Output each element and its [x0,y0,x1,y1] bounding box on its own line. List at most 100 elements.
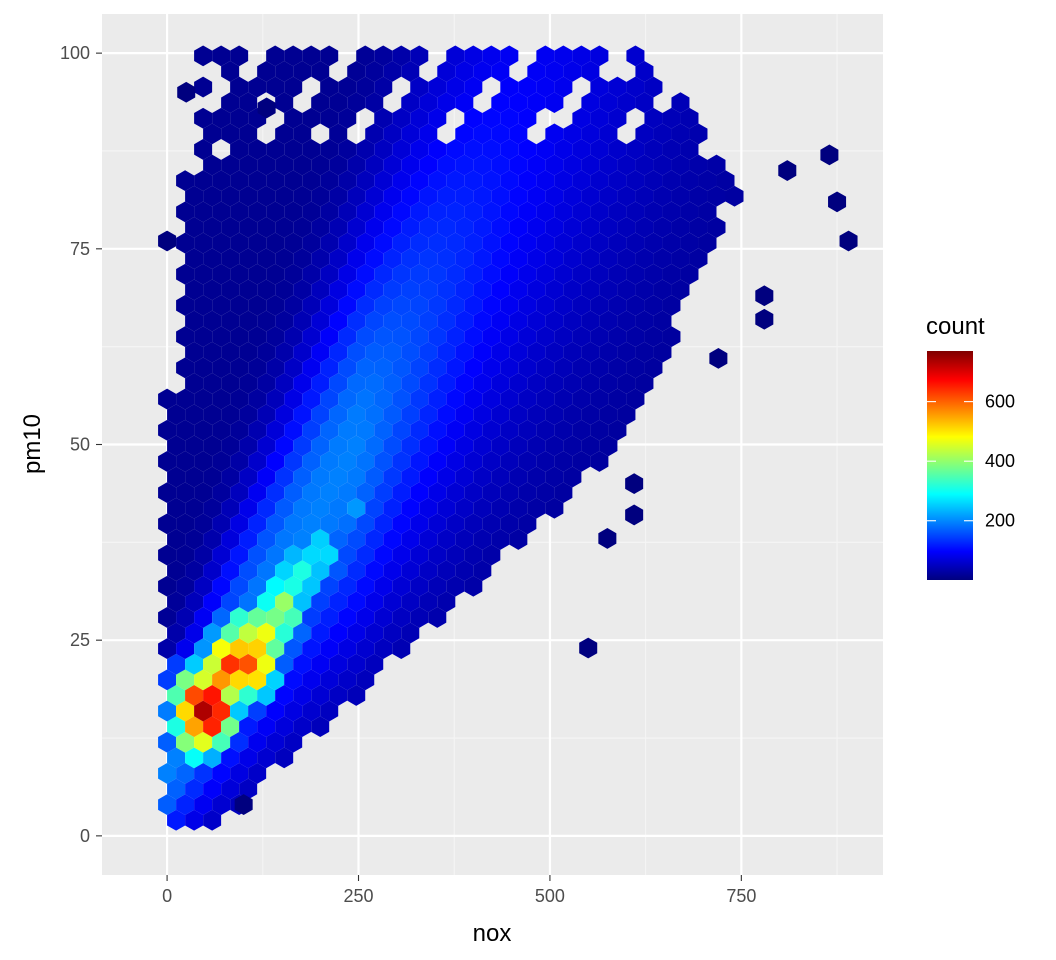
hexbin-cell [356,451,375,472]
hexbin-cell [239,248,258,270]
hexbin-cell [599,310,618,332]
hexbin-cell [257,154,276,176]
hexbin-cell [257,466,276,488]
hexbin-cell [392,544,411,566]
hexbin-cell [572,232,591,254]
hexbin-cell [428,76,447,98]
hexbin-cell [329,154,348,176]
y-tick-label: 25 [70,630,90,650]
hexbin-cell [662,326,681,348]
hexbin-cell [518,326,537,348]
hexbin-cell [212,45,231,67]
hexbin-cell [185,529,204,550]
hexbin-cell [608,388,627,410]
legend-tick-label: 400 [985,451,1015,471]
hexbin-cell [392,232,411,254]
hexbin-cell [599,373,618,394]
hexbin-cell [221,466,240,488]
hexbin-cell [590,232,609,254]
hexbin-cell [581,61,600,82]
hexbin-cell [473,341,492,363]
hexbin-cell [248,326,267,348]
hexbin-cell [410,170,429,192]
hexbin-cell [536,326,555,348]
hexbin-cell [266,201,285,223]
hexbin-cell [563,466,582,488]
hexbin-cell [509,185,528,207]
hexbin-cell [239,622,258,644]
hexbin-cell [491,123,510,145]
hexbin-cell [311,560,330,582]
hexbin-cell [563,341,582,363]
legend-title: count [926,313,985,340]
hexbin-cell [320,107,339,129]
hexbin-cell [257,185,276,207]
hexbin-cell [230,139,249,160]
hexbin-cell [347,497,366,519]
hexbin-cell [401,466,420,488]
hexbin-cell [410,544,429,566]
hexbin-cell [527,341,546,363]
hexbin-cell [428,451,447,472]
hexbin-cell [275,435,294,457]
hexbin-cell [338,575,357,597]
hexbin-cell [662,201,681,223]
hexbin-cell [581,310,600,332]
hexbin-layer [158,45,858,831]
hexbin-cell [590,76,609,98]
hexbin-cell [302,638,321,660]
hexbin-cell [500,513,519,535]
hexbin-cell [599,217,618,238]
hexbin-cell [329,373,348,394]
hexbin-cell [374,451,393,472]
hexbin-cell [239,653,258,675]
hexbin-cell [518,107,537,129]
hexbin-cell [428,388,447,410]
hexbin-cell [284,419,303,441]
hexbin-cell [590,419,609,441]
hexbin-cell [230,76,249,98]
hexbin-cell [347,653,366,675]
hexbin-cell [635,341,654,363]
hexbin-cell [464,139,483,160]
hexbin-cell [473,61,492,82]
hexbin-cell [446,139,465,160]
hexbin-cell [302,700,321,722]
hexbin-cell [518,232,537,254]
hexbin-cell [410,482,429,504]
hexbin-cell [176,731,195,753]
hexbin-cell [176,763,195,784]
hexbin-cell [329,685,348,706]
hexbin-cell [518,263,537,285]
hexbin-cell [437,217,456,238]
hexbin-cell [473,373,492,394]
hexbin-cell [275,279,294,301]
hexbin-cell [167,560,186,582]
hexbin-cell [320,76,339,98]
hexbin-cell [419,185,438,207]
hexbin-cell [221,123,240,145]
hexbin-cell [194,326,213,348]
hexbin-cell [185,310,204,332]
hexbin-cell [599,154,618,176]
hexbin-cell [239,466,258,488]
hexbin-cell [266,669,285,691]
hexbin-cell [239,341,258,363]
hexbin-cell [266,170,285,192]
hexbin-cell [329,279,348,301]
hexbin-cell [662,139,681,160]
hexbin-cell [275,373,294,394]
hexbin-cell [302,139,321,160]
hexbin-cell [518,201,537,223]
hexbin-cell [563,435,582,457]
hexbin-cell [419,217,438,238]
hexbin-cell [203,466,222,488]
hexbin-cell [572,263,591,285]
hexbin-cell [410,45,429,67]
hexbin-cell [401,123,420,145]
hexbin-cell [455,435,474,457]
hexbin-outlier-cell [755,285,774,307]
hexbin-cell [320,513,339,535]
hexbin-cell [545,154,564,176]
hexbin-cell [275,404,294,426]
